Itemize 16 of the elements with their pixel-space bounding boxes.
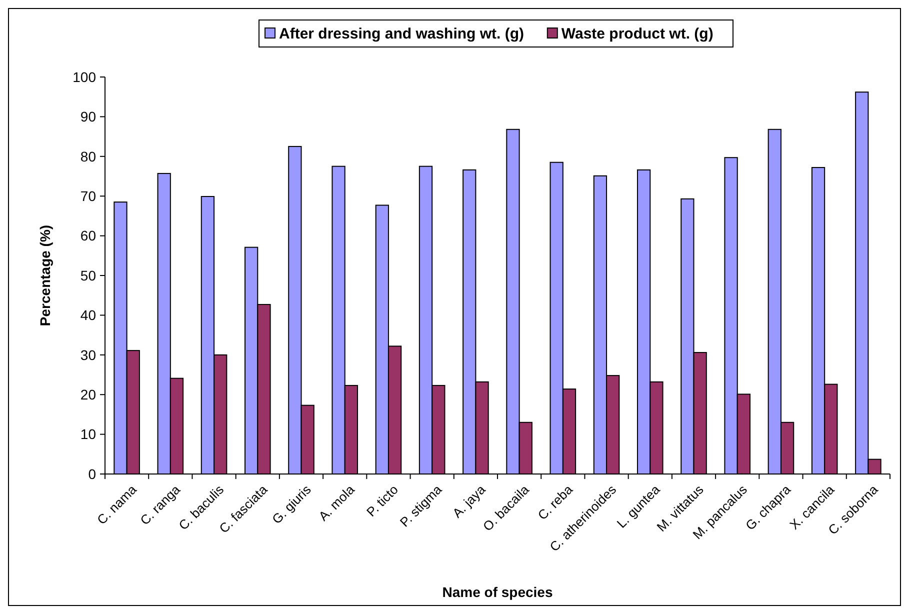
- y-tick-label: 0: [88, 466, 96, 482]
- x-tick-label: P. ticto: [364, 482, 402, 520]
- legend-label: Waste product wt. (g): [561, 25, 714, 42]
- y-tick-label: 60: [80, 228, 96, 244]
- legend-label: After dressing and washing wt. (g): [279, 25, 524, 42]
- y-tick-label: 10: [80, 426, 96, 442]
- y-tick-label: 40: [80, 307, 96, 324]
- y-tick-label: 30: [80, 346, 96, 363]
- y-tick-label: 90: [80, 108, 96, 125]
- x-axis-title: Name of species: [442, 584, 553, 600]
- y-tick-label: 50: [80, 267, 96, 284]
- y-tick-label: 20: [80, 386, 96, 402]
- y-tick-label: 80: [80, 148, 96, 164]
- y-axis-title: Percentage (%): [37, 224, 53, 326]
- y-tick-label: 100: [72, 68, 96, 85]
- y-tick-label: 70: [80, 188, 96, 204]
